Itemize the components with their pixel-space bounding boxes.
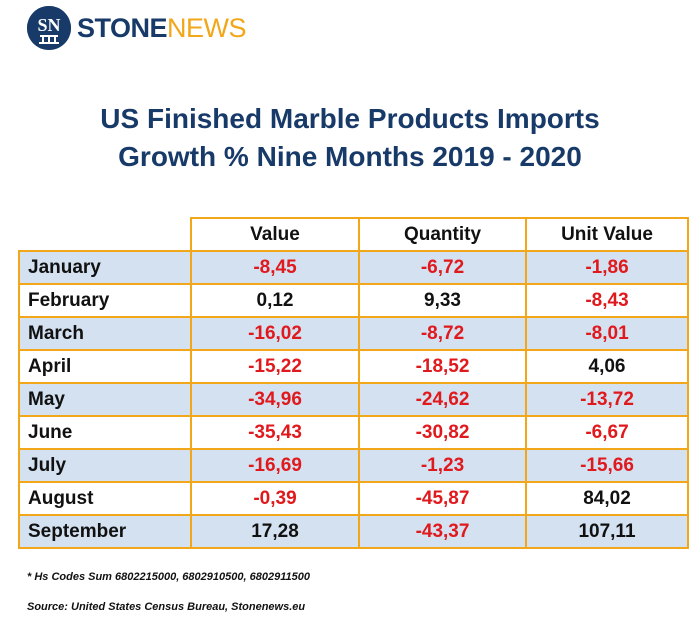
quantity-cell: -8,72 <box>358 316 527 351</box>
unit-value-cell: 84,02 <box>525 481 689 516</box>
table-row: May -34,96 -24,62 -13,72 <box>18 382 689 417</box>
unit-value-cell: 107,11 <box>525 514 689 549</box>
hs-codes-footnote: * Hs Codes Sum 6802215000, 6802910500, 6… <box>27 571 310 583</box>
month-cell: January <box>18 250 192 285</box>
unit-value-cell: -13,72 <box>525 382 689 417</box>
month-cell: June <box>18 415 192 450</box>
page-title: US Finished Marble Products Imports Grow… <box>0 100 700 176</box>
brand-name-part1: STONE <box>77 12 168 43</box>
table-row: March -16,02 -8,72 -8,01 <box>18 316 689 351</box>
imports-growth-table: Value Quantity Unit Value January -8,45 -6… <box>18 217 689 549</box>
quantity-cell: -45,87 <box>358 481 527 516</box>
value-cell: 0,12 <box>190 283 360 318</box>
table-row: July -16,69 -1,23 -15,66 <box>18 448 689 483</box>
unit-value-cell: -6,67 <box>525 415 689 450</box>
value-cell: -16,02 <box>190 316 360 351</box>
quantity-cell: -24,62 <box>358 382 527 417</box>
table-row: February 0,12 9,33 -8,43 <box>18 283 689 318</box>
source-note: Source: United States Census Bureau, Sto… <box>27 601 306 613</box>
header-quantity: Quantity <box>358 217 527 252</box>
month-cell: July <box>18 448 192 483</box>
table-body: January -8,45 -6,72 -1,86 February 0,12 9,33 -8… <box>18 250 689 549</box>
brand-name: STONENEWS <box>77 12 247 43</box>
table-row: September 17,28 -43,37 107,11 <box>18 514 689 549</box>
table-row: August -0,39 -45,87 84,02 <box>18 481 689 516</box>
month-cell: February <box>18 283 192 318</box>
month-cell: March <box>18 316 192 351</box>
title-line-1: US Finished Marble Products Imports <box>100 103 600 134</box>
value-cell: -15,22 <box>190 349 360 384</box>
quantity-cell: 9,33 <box>358 283 527 318</box>
value-cell: -8,45 <box>190 250 360 285</box>
month-cell: May <box>18 382 192 417</box>
month-cell: August <box>18 481 192 516</box>
unit-value-cell: -8,01 <box>525 316 689 351</box>
brand-name-part2: NEWS <box>167 12 247 43</box>
value-cell: 17,28 <box>190 514 360 549</box>
unit-value-cell: -1,86 <box>525 250 689 285</box>
table-row: January -8,45 -6,72 -1,86 <box>18 250 689 285</box>
value-cell: -0,39 <box>190 481 360 516</box>
month-cell: April <box>18 349 192 384</box>
month-cell: September <box>18 514 192 549</box>
stonenews-logo-icon: SN <box>27 6 71 50</box>
table-row: June -35,43 -30,82 -6,67 <box>18 415 689 450</box>
logo-mark-text: SN <box>37 15 60 35</box>
quantity-cell: -43,37 <box>358 514 527 549</box>
quantity-cell: -1,23 <box>358 448 527 483</box>
header-unit-value: Unit Value <box>525 217 689 252</box>
unit-value-cell: -8,43 <box>525 283 689 318</box>
unit-value-cell: -15,66 <box>525 448 689 483</box>
header-corner-cell <box>19 218 192 252</box>
header-value: Value <box>190 217 360 252</box>
stonenews-logo[interactable]: SN STONENEWS <box>27 6 247 50</box>
quantity-cell: -18,52 <box>358 349 527 384</box>
value-cell: -34,96 <box>190 382 360 417</box>
table-header-row: Value Quantity Unit Value <box>19 217 689 252</box>
table-row: April -15,22 -18,52 4,06 <box>18 349 689 384</box>
quantity-cell: -30,82 <box>358 415 527 450</box>
value-cell: -16,69 <box>190 448 360 483</box>
quantity-cell: -6,72 <box>358 250 527 285</box>
stone-pillar-icon: SN <box>27 6 71 50</box>
value-cell: -35,43 <box>190 415 360 450</box>
title-line-2: Growth % Nine Months 2019 - 2020 <box>118 141 582 172</box>
unit-value-cell: 4,06 <box>525 349 689 384</box>
